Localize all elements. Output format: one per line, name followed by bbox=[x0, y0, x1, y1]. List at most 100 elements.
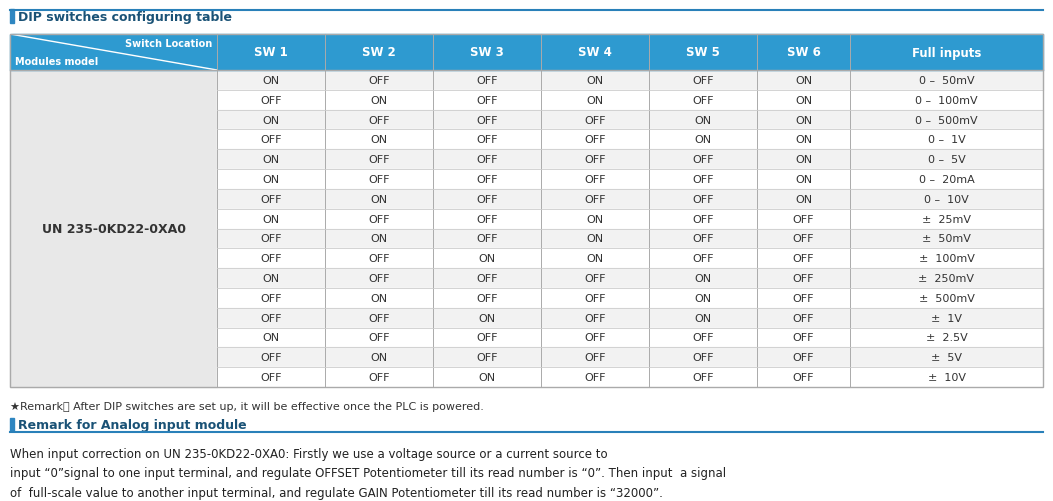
Text: OFF: OFF bbox=[584, 115, 605, 125]
Bar bbox=[649, 35, 757, 71]
Text: OFF: OFF bbox=[369, 175, 390, 184]
Text: OFF: OFF bbox=[260, 313, 282, 323]
Text: ON: ON bbox=[795, 76, 812, 86]
Text: OFF: OFF bbox=[369, 274, 390, 284]
Bar bbox=[325, 170, 433, 189]
Text: ON: ON bbox=[371, 293, 388, 303]
Bar bbox=[433, 130, 541, 150]
Text: ON: ON bbox=[587, 234, 603, 244]
Text: ON: ON bbox=[262, 214, 279, 224]
Text: OFF: OFF bbox=[369, 333, 390, 343]
Bar bbox=[850, 189, 1044, 209]
Text: OFF: OFF bbox=[584, 333, 605, 343]
Text: ON: ON bbox=[371, 194, 388, 204]
Bar bbox=[325, 308, 433, 328]
Text: ON: ON bbox=[587, 96, 603, 106]
Bar bbox=[433, 348, 541, 367]
Text: OFF: OFF bbox=[476, 353, 498, 363]
Bar bbox=[541, 71, 649, 91]
Bar bbox=[433, 189, 541, 209]
Bar bbox=[757, 367, 850, 387]
Bar bbox=[757, 170, 850, 189]
Text: ±  10V: ± 10V bbox=[928, 372, 966, 382]
Text: SW 5: SW 5 bbox=[687, 47, 720, 60]
Bar bbox=[850, 110, 1044, 130]
Bar bbox=[757, 110, 850, 130]
Bar bbox=[850, 308, 1044, 328]
Bar bbox=[649, 348, 757, 367]
Bar bbox=[541, 308, 649, 328]
Bar bbox=[850, 209, 1044, 229]
Text: 0 –  20mA: 0 – 20mA bbox=[918, 175, 974, 184]
Text: ON: ON bbox=[262, 155, 279, 165]
Bar bbox=[541, 209, 649, 229]
Bar bbox=[649, 269, 757, 289]
Text: OFF: OFF bbox=[369, 115, 390, 125]
Text: Switch Location: Switch Location bbox=[124, 39, 212, 49]
Text: OFF: OFF bbox=[692, 333, 714, 343]
Text: OFF: OFF bbox=[260, 353, 282, 363]
Text: OFF: OFF bbox=[793, 214, 814, 224]
Text: OFF: OFF bbox=[692, 353, 714, 363]
Bar bbox=[325, 229, 433, 249]
Text: ON: ON bbox=[795, 96, 812, 106]
Bar bbox=[217, 328, 325, 348]
Bar bbox=[649, 249, 757, 269]
Bar bbox=[325, 130, 433, 150]
Text: OFF: OFF bbox=[584, 175, 605, 184]
Text: 0 –  10V: 0 – 10V bbox=[925, 194, 969, 204]
Text: ON: ON bbox=[478, 313, 496, 323]
Bar bbox=[649, 110, 757, 130]
Text: OFF: OFF bbox=[260, 254, 282, 264]
Text: OFF: OFF bbox=[692, 76, 714, 86]
Bar bbox=[9, 10, 14, 24]
Bar bbox=[325, 269, 433, 289]
Bar bbox=[325, 367, 433, 387]
Text: 0 –  500mV: 0 – 500mV bbox=[915, 115, 978, 125]
Bar bbox=[541, 110, 649, 130]
Text: OFF: OFF bbox=[476, 194, 498, 204]
Text: OFF: OFF bbox=[369, 372, 390, 382]
Text: OFF: OFF bbox=[260, 194, 282, 204]
Text: ±  1V: ± 1V bbox=[931, 313, 962, 323]
Text: OFF: OFF bbox=[369, 214, 390, 224]
Bar bbox=[433, 150, 541, 170]
Text: OFF: OFF bbox=[584, 372, 605, 382]
Text: DIP switches configuring table: DIP switches configuring table bbox=[18, 11, 232, 24]
Text: ON: ON bbox=[371, 135, 388, 145]
Bar bbox=[649, 328, 757, 348]
Text: OFF: OFF bbox=[793, 234, 814, 244]
Text: OFF: OFF bbox=[369, 313, 390, 323]
Bar bbox=[757, 35, 850, 71]
Text: OFF: OFF bbox=[584, 313, 605, 323]
Bar bbox=[757, 229, 850, 249]
Bar bbox=[217, 71, 325, 91]
Text: OFF: OFF bbox=[369, 76, 390, 86]
Text: Remark for Analog input module: Remark for Analog input module bbox=[18, 419, 246, 432]
Text: 0 –  50mV: 0 – 50mV bbox=[918, 76, 974, 86]
Text: ON: ON bbox=[694, 274, 712, 284]
Text: 0 –  5V: 0 – 5V bbox=[928, 155, 966, 165]
Text: OFF: OFF bbox=[476, 175, 498, 184]
Text: OFF: OFF bbox=[260, 96, 282, 106]
Text: OFF: OFF bbox=[476, 214, 498, 224]
Text: ON: ON bbox=[795, 155, 812, 165]
Bar bbox=[217, 308, 325, 328]
Bar bbox=[850, 35, 1044, 71]
Text: ON: ON bbox=[262, 115, 279, 125]
Bar bbox=[217, 130, 325, 150]
Text: OFF: OFF bbox=[476, 96, 498, 106]
Bar bbox=[649, 71, 757, 91]
Text: UN 235-0KD22-0XA0: UN 235-0KD22-0XA0 bbox=[41, 222, 185, 235]
Bar bbox=[850, 249, 1044, 269]
Bar bbox=[541, 348, 649, 367]
Text: SW 2: SW 2 bbox=[362, 47, 396, 60]
Text: ON: ON bbox=[795, 115, 812, 125]
Text: OFF: OFF bbox=[584, 135, 605, 145]
Text: ±  2.5V: ± 2.5V bbox=[926, 333, 968, 343]
Text: ON: ON bbox=[795, 194, 812, 204]
Text: ±  50mV: ± 50mV bbox=[922, 234, 971, 244]
Text: ON: ON bbox=[795, 135, 812, 145]
Bar bbox=[649, 229, 757, 249]
Bar bbox=[850, 328, 1044, 348]
